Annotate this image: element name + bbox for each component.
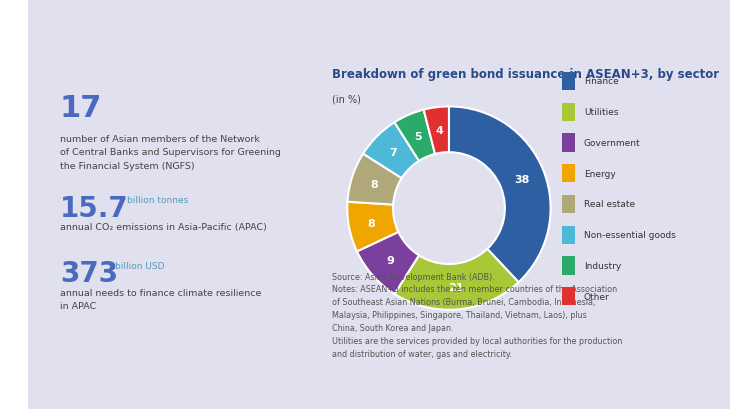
Text: 15.7: 15.7 — [60, 194, 128, 222]
Text: Real estate: Real estate — [584, 200, 635, 209]
Text: (in %): (in %) — [332, 94, 361, 104]
Wedge shape — [357, 232, 419, 294]
Text: number of Asian members of the Network
of Central Banks and Supervisors for Gree: number of Asian members of the Network o… — [60, 135, 281, 170]
Text: 17: 17 — [60, 94, 102, 123]
Text: Utilities: Utilities — [584, 108, 618, 117]
Text: 8: 8 — [370, 179, 378, 189]
Wedge shape — [363, 123, 419, 179]
Wedge shape — [347, 154, 402, 205]
Text: billion USD: billion USD — [115, 261, 165, 270]
Wedge shape — [394, 249, 518, 310]
Text: Energy: Energy — [584, 169, 615, 178]
Text: 38: 38 — [515, 175, 530, 184]
Text: annual CO₂ emissions in Asia-Pacific (APAC): annual CO₂ emissions in Asia-Pacific (AP… — [60, 223, 266, 232]
Text: Government: Government — [584, 139, 641, 148]
Text: 5: 5 — [414, 131, 421, 142]
Text: Industry: Industry — [584, 261, 621, 270]
Text: annual needs to finance climate resilience
in APAC: annual needs to finance climate resilien… — [60, 288, 261, 310]
Text: 373: 373 — [60, 260, 118, 288]
Text: billion tonnes: billion tonnes — [127, 196, 188, 204]
Text: Other: Other — [584, 292, 610, 301]
Text: 21: 21 — [449, 282, 464, 292]
Wedge shape — [347, 202, 399, 252]
Text: 7: 7 — [389, 148, 397, 158]
Text: 8: 8 — [368, 218, 375, 228]
Wedge shape — [394, 110, 435, 162]
Text: Finance: Finance — [584, 77, 619, 86]
Wedge shape — [449, 107, 550, 283]
Text: Breakdown of green bond issuance in ASEAN+3, by sector: Breakdown of green bond issuance in ASEA… — [332, 67, 719, 81]
Text: 9: 9 — [386, 256, 393, 265]
Text: 4: 4 — [435, 126, 443, 136]
Text: Source: Asian Development Bank (ADB).
Notes: ASEAN+3 includes the ten member cou: Source: Asian Development Bank (ADB). No… — [332, 272, 623, 358]
Text: Non-essential goods: Non-essential goods — [584, 231, 676, 240]
Wedge shape — [423, 107, 449, 155]
